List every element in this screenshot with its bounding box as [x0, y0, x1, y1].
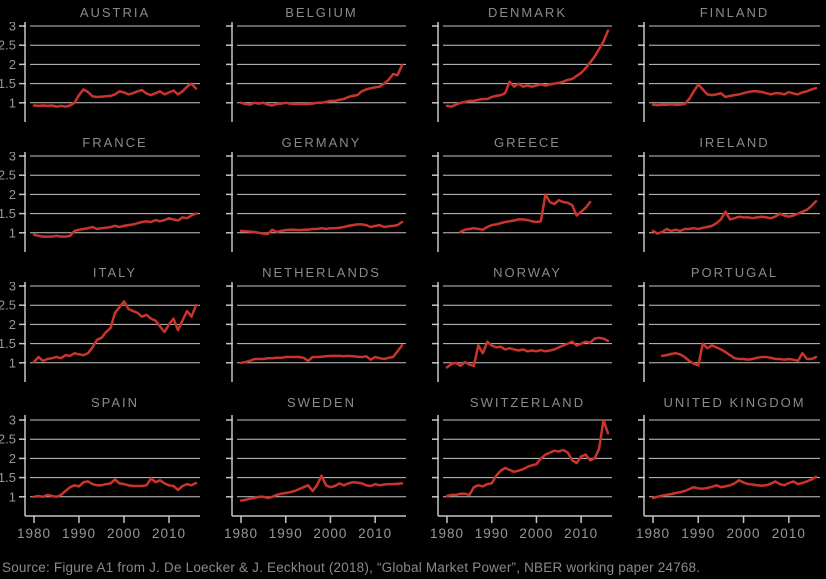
plot-area — [432, 152, 612, 252]
chart-title: GREECE — [494, 135, 561, 150]
chart-title: UNITED KINGDOM — [663, 395, 806, 410]
svg-text:1990: 1990 — [62, 526, 96, 541]
plot-area — [638, 22, 820, 122]
chart-title: ITALY — [92, 265, 138, 280]
chart-finland: FINLAND — [618, 0, 826, 130]
chart-title: IRELAND — [699, 135, 770, 150]
chart-sweden: SWEDEN 1980 1990 2000 2010 — [206, 390, 412, 553]
chart-title: NETHERLANDS — [262, 265, 381, 280]
svg-text:1.5: 1.5 — [0, 76, 16, 91]
svg-text:2.5: 2.5 — [0, 432, 16, 447]
svg-text:2010: 2010 — [772, 526, 806, 541]
svg-text:2.5: 2.5 — [0, 38, 16, 53]
svg-text:3: 3 — [9, 413, 16, 428]
charts-grid: AUSTRIA 1 1.5 2 2.5 3 BELGIUM DENMARK FINLAND FRA… — [0, 0, 826, 553]
plot-area — [638, 282, 820, 382]
svg-text:1.5: 1.5 — [0, 470, 16, 485]
plot-area — [432, 22, 612, 122]
svg-text:2000: 2000 — [313, 526, 347, 541]
plot-area: 1980 1990 2000 2010 — [224, 415, 406, 541]
svg-text:2: 2 — [9, 317, 16, 332]
plot-area — [638, 152, 820, 252]
plot-area: 1 1.5 2 2.5 3 — [0, 152, 200, 252]
chart-germany: GERMANY — [206, 130, 412, 260]
svg-text:1: 1 — [9, 225, 16, 240]
chart-title: PORTUGAL — [690, 265, 779, 280]
svg-text:3: 3 — [9, 282, 16, 294]
svg-text:3: 3 — [9, 22, 16, 34]
svg-text:1: 1 — [9, 355, 16, 370]
svg-text:2.5: 2.5 — [0, 168, 16, 183]
chart-switzerland: SWITZERLAND 1980 1990 2000 2010 — [412, 390, 618, 553]
plot-area — [226, 22, 406, 122]
svg-text:3: 3 — [9, 152, 16, 164]
chart-denmark: DENMARK — [412, 0, 618, 130]
svg-text:2010: 2010 — [564, 526, 598, 541]
svg-text:2000: 2000 — [727, 526, 761, 541]
svg-text:1990: 1990 — [269, 526, 303, 541]
chart-belgium: BELGIUM — [206, 0, 412, 130]
svg-text:1980: 1980 — [224, 526, 258, 541]
chart-title: DENMARK — [487, 5, 567, 20]
chart-netherlands: NETHERLANDS — [206, 260, 412, 390]
plot-area — [226, 282, 406, 382]
plot-area: 1 1.5 2 2.5 3 1980 1990 2000 2010 — [0, 413, 200, 541]
chart-greece: GREECE — [412, 130, 618, 260]
svg-text:2: 2 — [9, 187, 16, 202]
plot-area — [432, 282, 612, 382]
chart-title: SPAIN — [90, 395, 140, 410]
svg-text:2: 2 — [9, 57, 16, 72]
svg-text:2000: 2000 — [519, 526, 553, 541]
chart-title: FRANCE — [82, 135, 148, 150]
chart-title: AUSTRIA — [79, 5, 151, 20]
svg-text:1980: 1980 — [636, 526, 670, 541]
source-note: Source: Figure A1 from J. De Loecker & J… — [2, 560, 701, 575]
svg-text:2: 2 — [9, 451, 16, 466]
svg-text:1: 1 — [9, 489, 16, 504]
chart-united-kingdom: UNITED KINGDOM 1980 1990 2000 2010 — [618, 390, 826, 553]
svg-text:2000: 2000 — [107, 526, 141, 541]
svg-text:1980: 1980 — [430, 526, 464, 541]
svg-text:1.5: 1.5 — [0, 206, 16, 221]
plot-area — [226, 152, 406, 252]
chart-title: GERMANY — [281, 135, 362, 150]
svg-text:1990: 1990 — [475, 526, 509, 541]
svg-text:1980: 1980 — [17, 526, 51, 541]
chart-austria: AUSTRIA 1 1.5 2 2.5 3 — [0, 0, 206, 130]
svg-text:2010: 2010 — [358, 526, 392, 541]
chart-title: BELGIUM — [285, 5, 358, 20]
plot-area: 1 1.5 2 2.5 3 — [0, 22, 200, 122]
chart-portugal: PORTUGAL — [618, 260, 826, 390]
chart-title: SWITZERLAND — [469, 395, 586, 410]
chart-title: FINLAND — [699, 5, 770, 20]
chart-norway: NORWAY — [412, 260, 618, 390]
chart-title: SWEDEN — [286, 395, 357, 410]
chart-ireland: IRELAND — [618, 130, 826, 260]
svg-text:2.5: 2.5 — [0, 298, 16, 313]
chart-spain: SPAIN 1 1.5 2 2.5 3 1980 1990 2000 2010 — [0, 390, 206, 553]
chart-italy: ITALY 1 1.5 2 2.5 3 — [0, 260, 206, 390]
svg-text:1990: 1990 — [681, 526, 715, 541]
svg-text:2010: 2010 — [152, 526, 186, 541]
chart-title: NORWAY — [493, 265, 562, 280]
svg-text:1: 1 — [9, 95, 16, 110]
plot-area: 1 1.5 2 2.5 3 — [0, 282, 200, 382]
plot-area: 1980 1990 2000 2010 — [636, 415, 820, 541]
plot-area: 1980 1990 2000 2010 — [430, 415, 612, 541]
chart-france: FRANCE 1 1.5 2 2.5 3 — [0, 130, 206, 260]
svg-text:1.5: 1.5 — [0, 336, 16, 351]
